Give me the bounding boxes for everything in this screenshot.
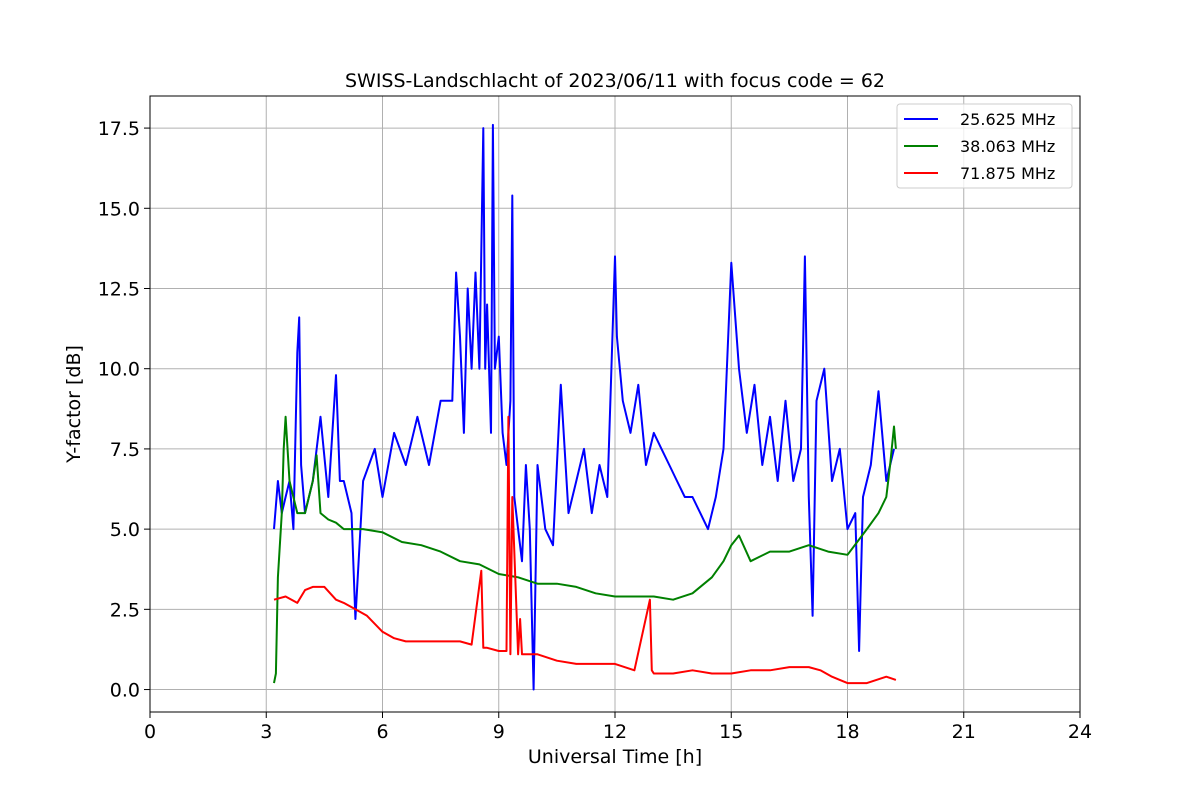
x-tick-label: 3 [260, 721, 272, 743]
y-axis-label: Y-factor [dB] [63, 345, 85, 464]
x-tick-label: 6 [376, 721, 388, 743]
legend: 25.625 MHz 38.063 MHz 71.875 MHz [896, 103, 1073, 189]
grid [149, 96, 1081, 712]
axis-ticks: 0 3 6 9 12 15 18 21 24 0.0 2.5 5.0 7.5 10.0 12.5 15.0 17… [98, 118, 1092, 743]
series-line-71-875-mhz [273, 415, 897, 685]
y-tick-label: 5.0 [110, 519, 140, 541]
legend-label: 38.063 MHz [960, 137, 1055, 156]
x-tick-label: 15 [719, 721, 743, 743]
x-tick-label: 9 [493, 721, 505, 743]
x-tick-label: 24 [1068, 721, 1092, 743]
legend-label: 71.875 MHz [960, 164, 1055, 183]
x-axis-label: Universal Time [h] [528, 746, 702, 768]
series-lines [273, 123, 897, 691]
x-tick-label: 12 [603, 721, 627, 743]
y-tick-label: 10.0 [98, 359, 140, 381]
y-tick-label: 0.0 [110, 680, 140, 702]
legend-box [896, 103, 1073, 189]
x-tick-label: 0 [144, 721, 156, 743]
y-tick-label: 15.0 [98, 198, 140, 220]
y-tick-label: 17.5 [98, 118, 140, 140]
x-tick-label: 18 [835, 721, 859, 743]
y-tick-label: 2.5 [110, 599, 140, 621]
series-line-25-625-mhz [273, 123, 895, 691]
x-tick-label: 21 [952, 721, 976, 743]
y-tick-label: 12.5 [98, 279, 140, 301]
series-line-38-063-mhz [273, 415, 897, 684]
legend-label: 25.625 MHz [960, 110, 1055, 129]
chart-title: SWISS-Landschlacht of 2023/06/11 with fo… [345, 70, 885, 92]
y-tick-label: 7.5 [110, 439, 140, 461]
